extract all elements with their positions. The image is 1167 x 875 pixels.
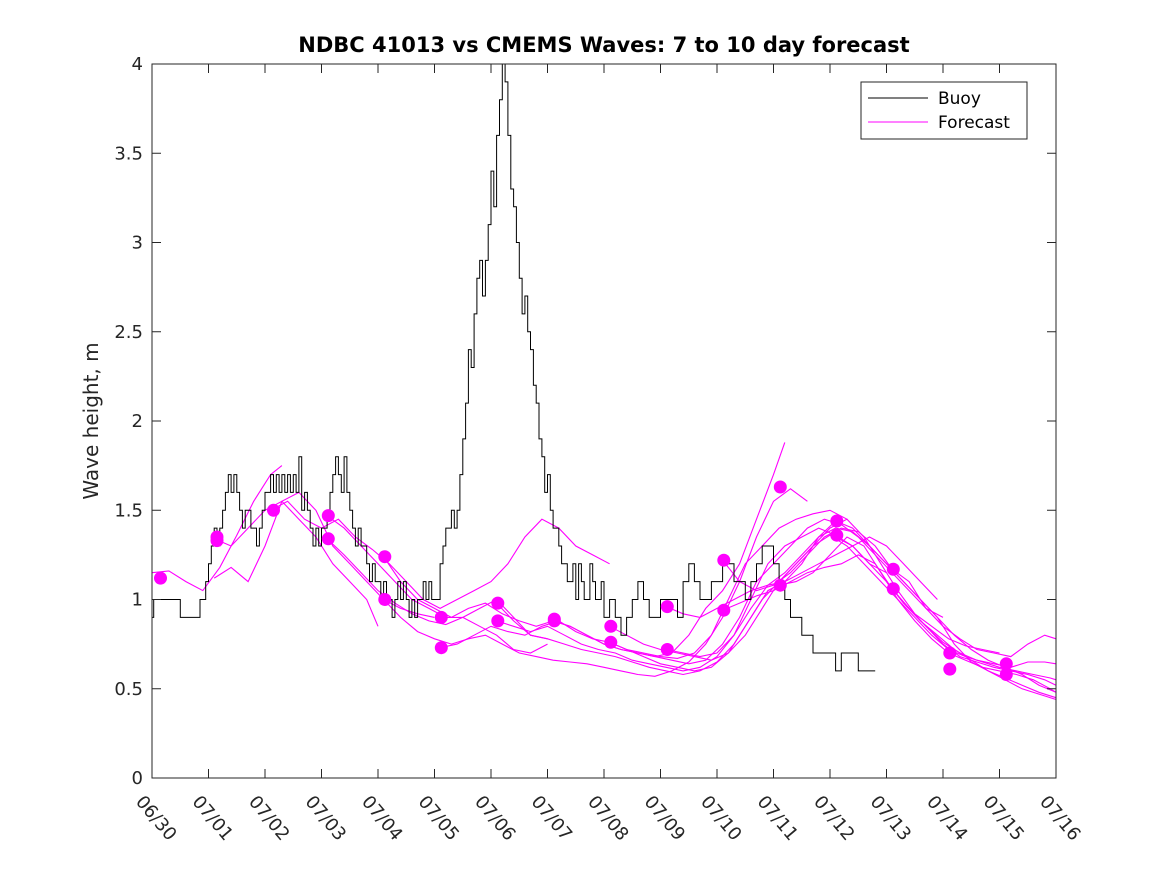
y-tick-label-0: 0 [132, 768, 143, 789]
y-tick-label-5: 2.5 [114, 322, 143, 343]
forecast-marker-24 [886, 562, 900, 576]
forecast-marker-13 [547, 614, 561, 628]
x-tick-label-1: 07/01 [188, 792, 237, 845]
forecast-line-14 [665, 520, 1057, 693]
marker-layer [154, 480, 1013, 681]
forecast-marker-18 [717, 553, 731, 567]
x-tick-label-5: 07/05 [414, 792, 463, 845]
y-axis-label: Wave height, m [79, 342, 103, 499]
y-tick-label-3: 1.5 [114, 500, 143, 521]
forecast-marker-5 [321, 532, 335, 546]
x-tick-label-11: 07/11 [753, 792, 802, 845]
forecast-marker-10 [491, 596, 505, 610]
forecast-marker-7 [378, 593, 392, 606]
forecast-marker-27 [943, 662, 957, 676]
x-tick-label-7: 07/07 [527, 792, 576, 845]
x-tick-label-6: 07/06 [470, 792, 519, 845]
forecast-marker-16 [660, 600, 674, 614]
forecast-marker-14 [604, 619, 618, 633]
forecast-line-9 [496, 527, 887, 672]
forecast-marker-25 [886, 582, 900, 596]
axes-layer [151, 63, 1057, 779]
forecast-marker-23 [830, 528, 844, 542]
legend: Buoy Forecast [860, 81, 1028, 140]
forecast-marker-9 [434, 641, 448, 655]
buoy-line [152, 63, 876, 672]
forecast-marker-0 [154, 571, 167, 585]
x-tick-label-16: 07/16 [1035, 792, 1084, 845]
forecast-marker-4 [321, 509, 335, 523]
forecast-line-7 [383, 488, 808, 677]
forecast-line-1 [213, 500, 379, 627]
forecast-marker-20 [773, 480, 787, 494]
forecast-marker-21 [773, 578, 787, 592]
x-tick-label-4: 07/04 [357, 792, 406, 845]
chart-title: NDBC 41013 vs CMEMS Waves: 7 to 10 day f… [298, 33, 909, 57]
forecast-line-8 [439, 509, 848, 659]
y-tick-label-1: 0.5 [114, 679, 143, 700]
y-tick-label-4: 2 [132, 411, 143, 432]
forecast-marker-28 [999, 657, 1013, 671]
x-tick-label-3: 07/03 [301, 792, 350, 845]
forecast-line-5 [326, 538, 548, 654]
legend-buoy-label: Buoy [938, 89, 981, 109]
forecast-marker-19 [717, 603, 731, 617]
legend-forecast-label: Forecast [938, 113, 1010, 133]
forecast-line-20 [891, 588, 1057, 668]
y-tick-label-8: 4 [132, 54, 143, 75]
y-tick-label-2: 1 [132, 590, 143, 611]
forecast-line-0 [151, 465, 283, 592]
x-tick-label-12: 07/12 [809, 792, 858, 845]
forecast-line-19 [835, 536, 1057, 701]
forecast-line-18 [778, 536, 1057, 693]
forecast-marker-2 [210, 534, 224, 548]
x-tick-label-0: 06/30 [131, 792, 180, 845]
x-tick-label-10: 07/10 [696, 792, 745, 845]
plot-area [152, 64, 1056, 778]
forecast-marker-3 [267, 503, 280, 517]
x-tick-label-13: 07/13 [866, 792, 915, 845]
forecast-marker-8 [434, 610, 448, 624]
forecast-marker-17 [660, 643, 674, 656]
forecast-marker-22 [830, 514, 844, 528]
x-tick-label-14: 07/14 [922, 792, 971, 845]
forecast-marker-15 [604, 635, 618, 649]
forecast-marker-29 [999, 668, 1013, 681]
x-tick-label-15: 07/15 [979, 792, 1028, 845]
forecast-marker-6 [378, 550, 392, 564]
legend-box [860, 81, 1028, 140]
x-tick-label-9: 07/09 [640, 792, 689, 845]
forecast-marker-26 [943, 646, 957, 660]
y-tick-label-6: 3 [132, 233, 143, 254]
x-tick-label-8: 07/08 [583, 792, 632, 845]
x-tick-label-2: 07/02 [244, 792, 293, 845]
forecast-marker-11 [491, 614, 505, 628]
y-tick-label-7: 3.5 [114, 143, 143, 164]
